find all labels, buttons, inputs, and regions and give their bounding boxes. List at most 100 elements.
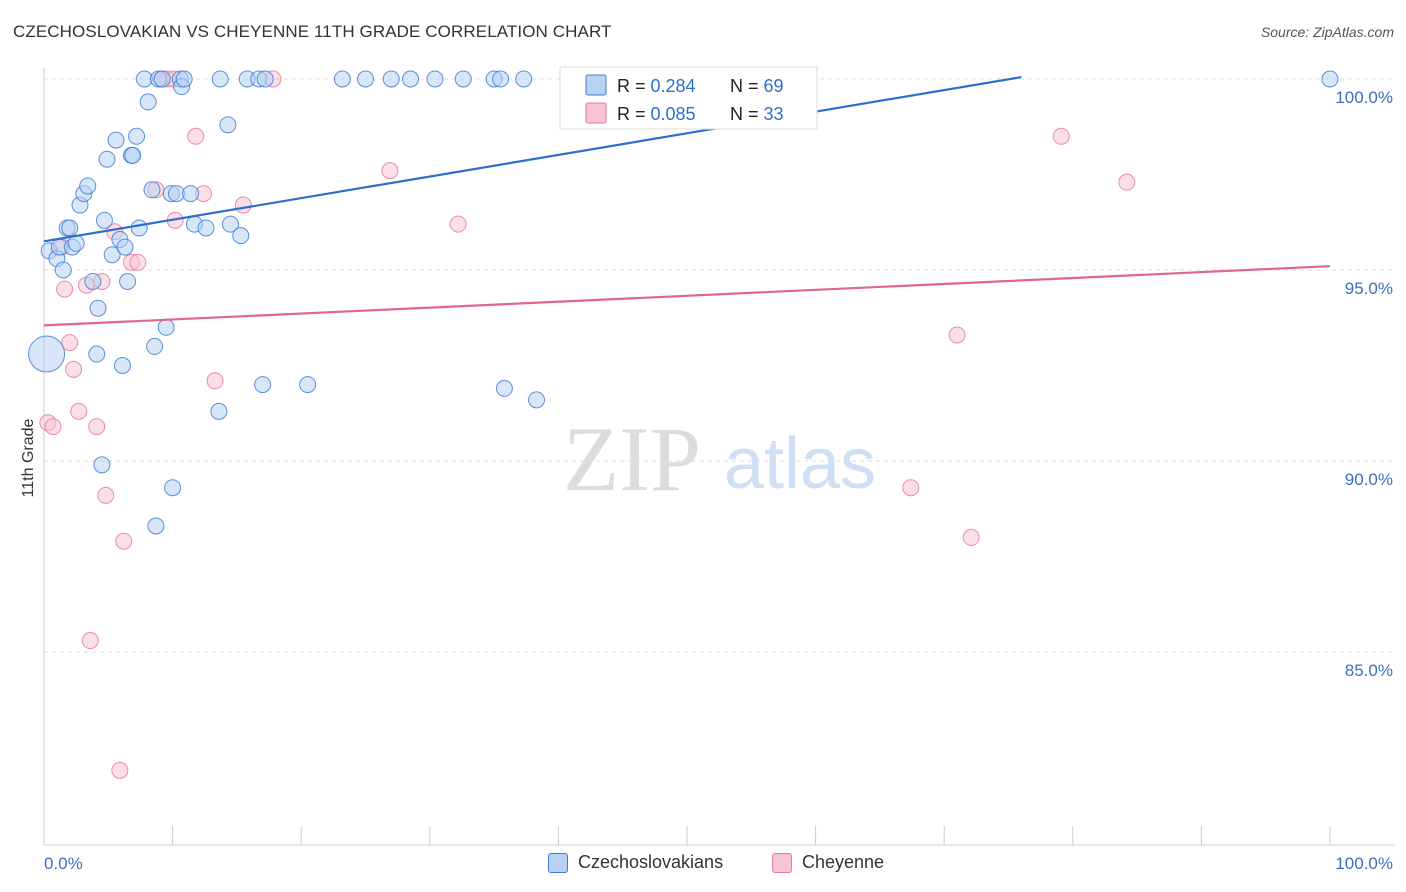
watermark-zip: ZIP <box>563 408 701 510</box>
legend-n-label-1: N = <box>730 76 764 96</box>
czechoslovakians-point-67 <box>492 70 510 88</box>
czechoslovakians-point-62 <box>515 70 533 88</box>
czechoslovakians-point-28 <box>135 70 153 88</box>
trendlines <box>43 76 1331 327</box>
legend-r-label-1: R = <box>617 76 651 96</box>
y-tick-label-0: 100.0% <box>1335 88 1393 107</box>
legend-n-value-2: 33 <box>764 104 784 124</box>
cheyenne-point-32 <box>1052 127 1070 145</box>
watermark: ZIP atlas <box>563 408 876 510</box>
czechoslovakians-point-12 <box>84 272 102 290</box>
cheyenne-point-28 <box>449 215 467 233</box>
czechoslovakians-point-31 <box>146 337 164 355</box>
svg-text:R = 0.284: R = 0.284 <box>617 76 696 96</box>
czechoslovakians-point-15 <box>93 456 111 474</box>
czechoslovakians-point-37 <box>164 479 182 497</box>
czechoslovakians-point-55 <box>333 70 351 88</box>
cheyenne-point-1 <box>44 418 62 436</box>
czechoslovakians-point-17 <box>98 150 116 168</box>
czechoslovakians-point-29 <box>139 93 157 111</box>
czechoslovakians-point-61 <box>495 379 513 397</box>
cheyenne-point-6 <box>70 402 88 420</box>
cheyenne-trendline <box>43 265 1331 327</box>
cheyenne-point-27 <box>381 162 399 180</box>
cheyenne-point-14 <box>115 532 133 550</box>
czechoslovakians-points <box>28 70 1339 535</box>
series-legend: Czechoslovakians Cheyenne <box>0 852 1406 878</box>
correlation-legend: R = 0.284 N = 69 R = 0.085 N = 33 <box>559 66 818 130</box>
chart-title: CZECHOSLOVAKIAN VS CHEYENNE 11TH GRADE C… <box>13 22 612 41</box>
y-tick-label-3: 85.0% <box>1345 661 1393 680</box>
legend-n-label-2: N = <box>730 104 764 124</box>
czechoslovakians-point-59 <box>426 70 444 88</box>
y-axis-label: 11th Grade <box>20 418 37 497</box>
axes <box>43 68 1395 846</box>
cheyenne-point-31 <box>962 528 980 546</box>
czechoslovakians-point-27 <box>130 219 148 237</box>
cheyenne-point-16 <box>129 253 147 271</box>
czechoslovakians-point-56 <box>357 70 374 88</box>
legend-swatch-pink <box>585 102 607 124</box>
cheyenne-point-29 <box>902 479 920 497</box>
legend-item-czechoslovakians[interactable]: Czechoslovakians <box>548 852 723 873</box>
czechoslovakians-point-18 <box>103 246 121 264</box>
czechoslovakians-point-44 <box>197 219 215 237</box>
legend-swatch-cheyenne <box>772 852 792 873</box>
y-tick-label-2: 90.0% <box>1345 470 1393 489</box>
cheyenne-point-33 <box>1118 173 1136 191</box>
czechoslovakians-point-57 <box>382 70 400 88</box>
cheyenne-point-22 <box>187 127 205 145</box>
czechoslovakians-point-46 <box>211 70 229 88</box>
czechoslovakians-point-58 <box>402 70 420 88</box>
czechoslovakians-point-49 <box>232 227 250 245</box>
y-tick-label-1: 95.0% <box>1345 279 1393 298</box>
czechoslovakians-point-14 <box>89 299 107 317</box>
czechoslovakians-point-54 <box>299 376 317 394</box>
cheyenne-point-13 <box>111 761 129 779</box>
czechoslovakians-point-19 <box>107 131 125 149</box>
czechoslovakians-point-13 <box>88 345 106 363</box>
grid-lines <box>44 78 1395 653</box>
czechoslovakians-point-22 <box>116 238 134 256</box>
czechoslovakians-trendline <box>43 76 1022 243</box>
legend-label-czechoslovakians: Czechoslovakians <box>578 852 724 872</box>
czechoslovakians-point-52 <box>254 376 272 394</box>
cheyenne-point-8 <box>81 632 99 650</box>
legend-r-value-2: 0.085 <box>651 104 696 124</box>
czechoslovakians-point-30 <box>143 181 161 199</box>
czechoslovakians-point-11 <box>79 177 97 195</box>
cheyenne-point-11 <box>97 486 115 504</box>
x-tick-label-1: 100.0% <box>1335 854 1393 873</box>
czechoslovakians-point-0 <box>28 335 66 373</box>
cheyenne-point-5 <box>65 360 83 378</box>
czechoslovakians-point-68 <box>1321 70 1339 88</box>
legend-item-cheyenne[interactable]: Cheyenne <box>772 852 884 873</box>
czechoslovakians-point-25 <box>124 146 142 164</box>
czechoslovakians-point-38 <box>167 185 185 203</box>
legend-swatch-czechoslovakians <box>548 852 568 873</box>
legend-r-label-2: R = <box>617 104 651 124</box>
czechoslovakians-point-53 <box>256 70 274 88</box>
czechoslovakians-point-34 <box>153 70 171 88</box>
czechoslovakians-point-48 <box>221 215 239 233</box>
legend-r-value-1: 0.284 <box>651 76 696 96</box>
czechoslovakians-point-47 <box>219 116 237 134</box>
legend-swatch-blue <box>585 74 607 96</box>
legend-label-cheyenne: Cheyenne <box>802 852 885 872</box>
czechoslovakians-point-60 <box>454 70 472 88</box>
cheyenne-point-24 <box>206 372 224 390</box>
czechoslovakians-point-63 <box>528 391 546 409</box>
cheyenne-point-9 <box>88 418 106 436</box>
czechoslovakians-point-23 <box>119 272 137 290</box>
legend-n-value-1: 69 <box>764 76 784 96</box>
source-credit: Source: ZipAtlas.com <box>1260 24 1394 40</box>
cheyenne-point-3 <box>56 280 74 298</box>
tick-labels: 100.0% 95.0% 90.0% 85.0% 0.0% 100.0% <box>44 88 1393 873</box>
cheyenne-point-4 <box>61 334 79 352</box>
svg-text:N = 33: N = 33 <box>730 104 784 124</box>
czechoslovakians-point-6 <box>61 219 79 237</box>
czechoslovakians-point-4 <box>54 261 72 279</box>
cheyenne-point-25 <box>234 196 252 214</box>
czechoslovakians-point-35 <box>157 318 175 336</box>
